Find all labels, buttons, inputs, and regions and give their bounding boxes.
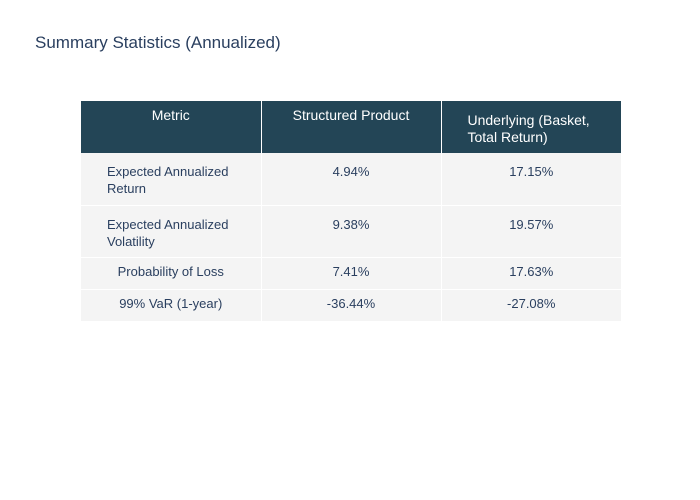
underlying-cell: -27.08% bbox=[441, 289, 621, 322]
table-header-row: Metric Structured Product Underlying (Ba… bbox=[81, 101, 621, 153]
column-header-underlying: Underlying (Basket, Total Return) bbox=[441, 101, 621, 153]
metric-cell: Probability of Loss bbox=[81, 257, 262, 290]
metric-cell: Expected Annualized Return bbox=[81, 153, 262, 206]
table-row: 99% VaR (1-year) -36.44% -27.08% bbox=[81, 289, 621, 322]
metric-cell: 99% VaR (1-year) bbox=[81, 289, 262, 322]
underlying-cell: 17.63% bbox=[441, 257, 621, 290]
underlying-cell: 17.15% bbox=[441, 153, 621, 206]
table-row: Expected Annualized Return 4.94% 17.15% bbox=[81, 153, 621, 206]
table-row: Expected Annualized Volatility 9.38% 19.… bbox=[81, 205, 621, 258]
structured-product-cell: 9.38% bbox=[261, 205, 442, 258]
chart-title: Summary Statistics (Annualized) bbox=[35, 33, 281, 52]
column-header-structured-product: Structured Product bbox=[261, 101, 442, 153]
structured-product-cell: 4.94% bbox=[261, 153, 442, 206]
structured-product-cell: 7.41% bbox=[261, 257, 442, 290]
summary-table: Metric Structured Product Underlying (Ba… bbox=[81, 101, 621, 322]
structured-product-cell: -36.44% bbox=[261, 289, 442, 322]
metric-cell: Expected Annualized Volatility bbox=[81, 205, 262, 258]
column-header-metric: Metric bbox=[81, 101, 262, 153]
table-row: Probability of Loss 7.41% 17.63% bbox=[81, 257, 621, 290]
underlying-cell: 19.57% bbox=[441, 205, 621, 258]
